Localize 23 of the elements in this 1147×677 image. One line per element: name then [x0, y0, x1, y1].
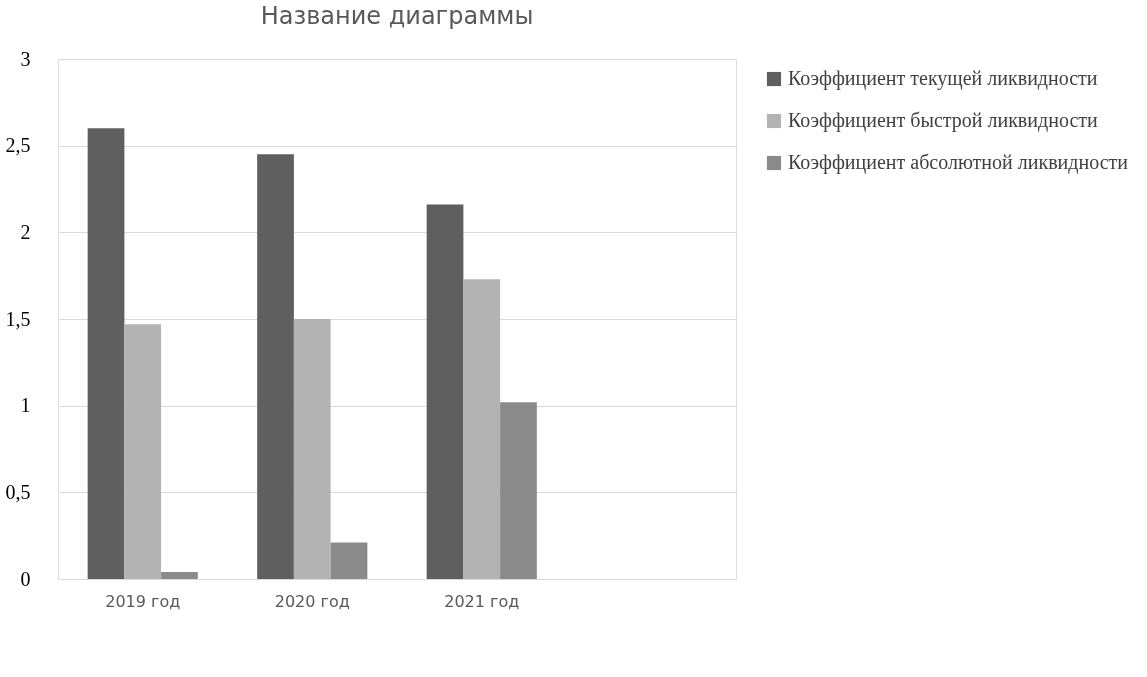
y-tick-label: 2,5 — [5, 134, 31, 157]
y-tick-label: 1,5 — [5, 307, 31, 330]
x-tick-label: 2020 год — [274, 591, 350, 611]
y-tick-label: 3 — [20, 47, 31, 70]
y-tick-label: 1 — [20, 394, 31, 417]
bar — [293, 319, 331, 579]
chart-title: Название диаграммы — [260, 2, 534, 30]
legend-label: Коэффициент текущей ликвидности — [788, 67, 1098, 90]
legend-label: Коэффициент быстрой ликвидности — [788, 109, 1098, 132]
bar — [124, 324, 162, 579]
bar — [257, 154, 294, 579]
x-tick-label: 2021 год — [444, 591, 520, 611]
bar — [463, 279, 501, 579]
y-tick-label: 2 — [20, 220, 31, 243]
bar — [87, 128, 125, 579]
bar — [426, 204, 464, 579]
y-tick-label: 0 — [20, 567, 31, 590]
bar — [330, 542, 368, 579]
bar — [500, 402, 537, 579]
x-tick-label: 2019 год — [105, 591, 181, 611]
legend-label: Коэффициент абсолютной ликвидности — [788, 151, 1129, 174]
bar — [161, 572, 198, 579]
y-tick-label: 0,5 — [5, 480, 31, 503]
